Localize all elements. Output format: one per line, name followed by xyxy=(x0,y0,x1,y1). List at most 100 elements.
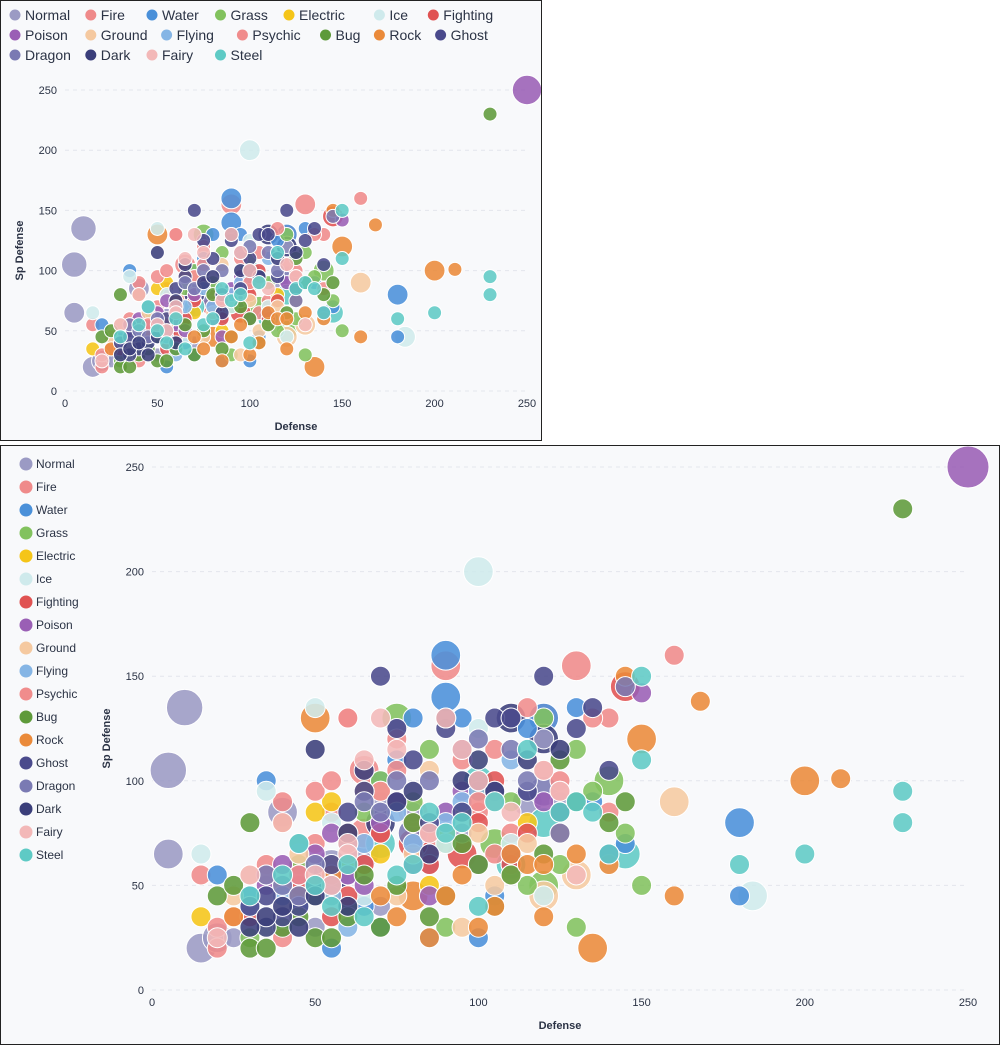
legend-item-electric[interactable]: Electric xyxy=(283,7,345,23)
bubble-psychic[interactable] xyxy=(304,780,326,802)
legend-item-ghost[interactable]: Ghost xyxy=(19,756,69,770)
bubble-fire[interactable] xyxy=(663,644,685,666)
bubble-steel[interactable] xyxy=(892,812,914,834)
bubble-rock[interactable] xyxy=(435,885,457,907)
bubble-fairy[interactable] xyxy=(451,738,473,760)
bubble-psychic[interactable] xyxy=(168,226,184,242)
bubble-dark[interactable] xyxy=(272,895,294,917)
bubble-poison[interactable] xyxy=(511,74,541,106)
legend-item-dark[interactable]: Dark xyxy=(85,47,131,63)
legend-item-poison[interactable]: Poison xyxy=(19,618,73,632)
bubble-steel[interactable] xyxy=(435,822,457,844)
bubble-grass[interactable] xyxy=(582,780,604,802)
bubble-steel[interactable] xyxy=(251,275,267,291)
bubble-rock[interactable] xyxy=(279,311,295,327)
bubble-fairy[interactable] xyxy=(186,226,202,242)
bubble-bug[interactable] xyxy=(159,353,175,369)
legend-item-normal[interactable]: Normal xyxy=(19,457,75,471)
bubble-steel[interactable] xyxy=(288,833,310,855)
bubble-fairy[interactable] xyxy=(239,864,261,886)
legend-item-fairy[interactable]: Fairy xyxy=(19,825,63,839)
bubble-dragon[interactable] xyxy=(516,770,538,792)
legend-item-grass[interactable]: Grass xyxy=(215,7,268,23)
bubble-steel[interactable] xyxy=(549,801,571,823)
bubble-poison[interactable] xyxy=(533,791,555,813)
legend-item-ground[interactable]: Ground xyxy=(19,641,77,655)
bubble-steel[interactable] xyxy=(177,341,193,357)
bubble-ghost[interactable] xyxy=(337,801,359,823)
bubble-ghost[interactable] xyxy=(316,257,332,273)
bubble-steel[interactable] xyxy=(386,864,408,886)
bubble-fairy[interactable] xyxy=(549,780,571,802)
bubble-rock[interactable] xyxy=(626,723,657,755)
bubble-steel[interactable] xyxy=(467,895,489,917)
bubble-normal[interactable] xyxy=(70,215,97,242)
bubble-grass[interactable] xyxy=(418,738,440,760)
bubble-bug[interactable] xyxy=(451,833,473,855)
bubble-ghost[interactable] xyxy=(279,202,295,218)
legend-item-normal[interactable]: Normal xyxy=(9,7,71,23)
bubble-ground[interactable] xyxy=(349,271,372,294)
bubble-water[interactable] xyxy=(430,681,462,713)
bubble-steel[interactable] xyxy=(334,251,350,267)
bubble-ghost[interactable] xyxy=(186,202,202,218)
bubble-steel[interactable] xyxy=(565,791,587,813)
bubble-fairy[interactable] xyxy=(233,245,249,261)
bubble-ice[interactable] xyxy=(304,697,326,719)
bubble-bug[interactable] xyxy=(369,916,391,938)
bubble-normal[interactable] xyxy=(63,301,86,324)
bubble-psychic[interactable] xyxy=(159,263,175,279)
bubble-rock[interactable] xyxy=(223,329,239,345)
bubble-rock[interactable] xyxy=(451,864,473,886)
bubble-ice[interactable] xyxy=(190,843,212,865)
bubble-fire[interactable] xyxy=(560,650,592,682)
bubble-ghost[interactable] xyxy=(297,233,313,248)
bubble-steel[interactable] xyxy=(516,738,538,760)
bubble-fairy[interactable] xyxy=(242,263,258,279)
legend-item-rock[interactable]: Rock xyxy=(19,733,65,747)
bubble-water[interactable] xyxy=(206,864,228,886)
bubble-normal[interactable] xyxy=(149,751,188,790)
bubble-water[interactable] xyxy=(516,718,538,739)
bubble-fairy[interactable] xyxy=(131,287,147,303)
legend-item-dragon[interactable]: Dragon xyxy=(9,47,71,63)
bubble-dark[interactable] xyxy=(239,916,261,938)
legend-item-poison[interactable]: Poison xyxy=(9,27,68,43)
legend-item-dragon[interactable]: Dragon xyxy=(19,779,76,793)
bubble-rock[interactable] xyxy=(423,259,446,282)
bubble-poison[interactable] xyxy=(946,446,990,489)
bubble-water[interactable] xyxy=(724,807,755,838)
legend-item-fairy[interactable]: Fairy xyxy=(146,47,194,63)
bubble-steel[interactable] xyxy=(390,311,406,327)
bubble-dark[interactable] xyxy=(288,916,310,938)
bubble-bug[interactable] xyxy=(223,874,245,896)
legend-item-bug[interactable]: Bug xyxy=(19,710,58,724)
bubble-ice[interactable] xyxy=(238,139,261,162)
bubble-dark[interactable] xyxy=(402,780,424,802)
bubble-electric[interactable] xyxy=(304,801,326,823)
bubble-ice[interactable] xyxy=(463,556,494,587)
legend-item-grass[interactable]: Grass xyxy=(19,526,69,540)
bubble-electric[interactable] xyxy=(369,843,391,865)
bubble-dragon[interactable] xyxy=(467,728,489,750)
bubble-ghost[interactable] xyxy=(260,226,276,242)
bubble-dragon[interactable] xyxy=(614,676,636,698)
bubble-rock[interactable] xyxy=(186,329,202,345)
legend-item-psychic[interactable]: Psychic xyxy=(19,687,78,701)
bubble-fairy[interactable] xyxy=(196,245,212,261)
bubble-rock[interactable] xyxy=(533,906,555,928)
bubble-steel[interactable] xyxy=(418,801,440,823)
bubble-steel[interactable] xyxy=(304,874,326,896)
legend-item-ghost[interactable]: Ghost xyxy=(435,27,488,43)
bubble-rock[interactable] xyxy=(689,690,711,712)
bubble-ghost[interactable] xyxy=(306,220,322,236)
bubble-steel[interactable] xyxy=(402,853,424,875)
bubble-dark[interactable] xyxy=(418,843,440,865)
bubble-bug[interactable] xyxy=(321,927,343,949)
bubble-bug[interactable] xyxy=(112,287,128,303)
bubble-fairy[interactable] xyxy=(435,707,457,729)
bubble-ghost[interactable] xyxy=(533,665,555,687)
bubble-ghost[interactable] xyxy=(402,749,424,771)
bubble-grass[interactable] xyxy=(334,323,350,339)
bubble-dragon[interactable] xyxy=(369,801,391,823)
